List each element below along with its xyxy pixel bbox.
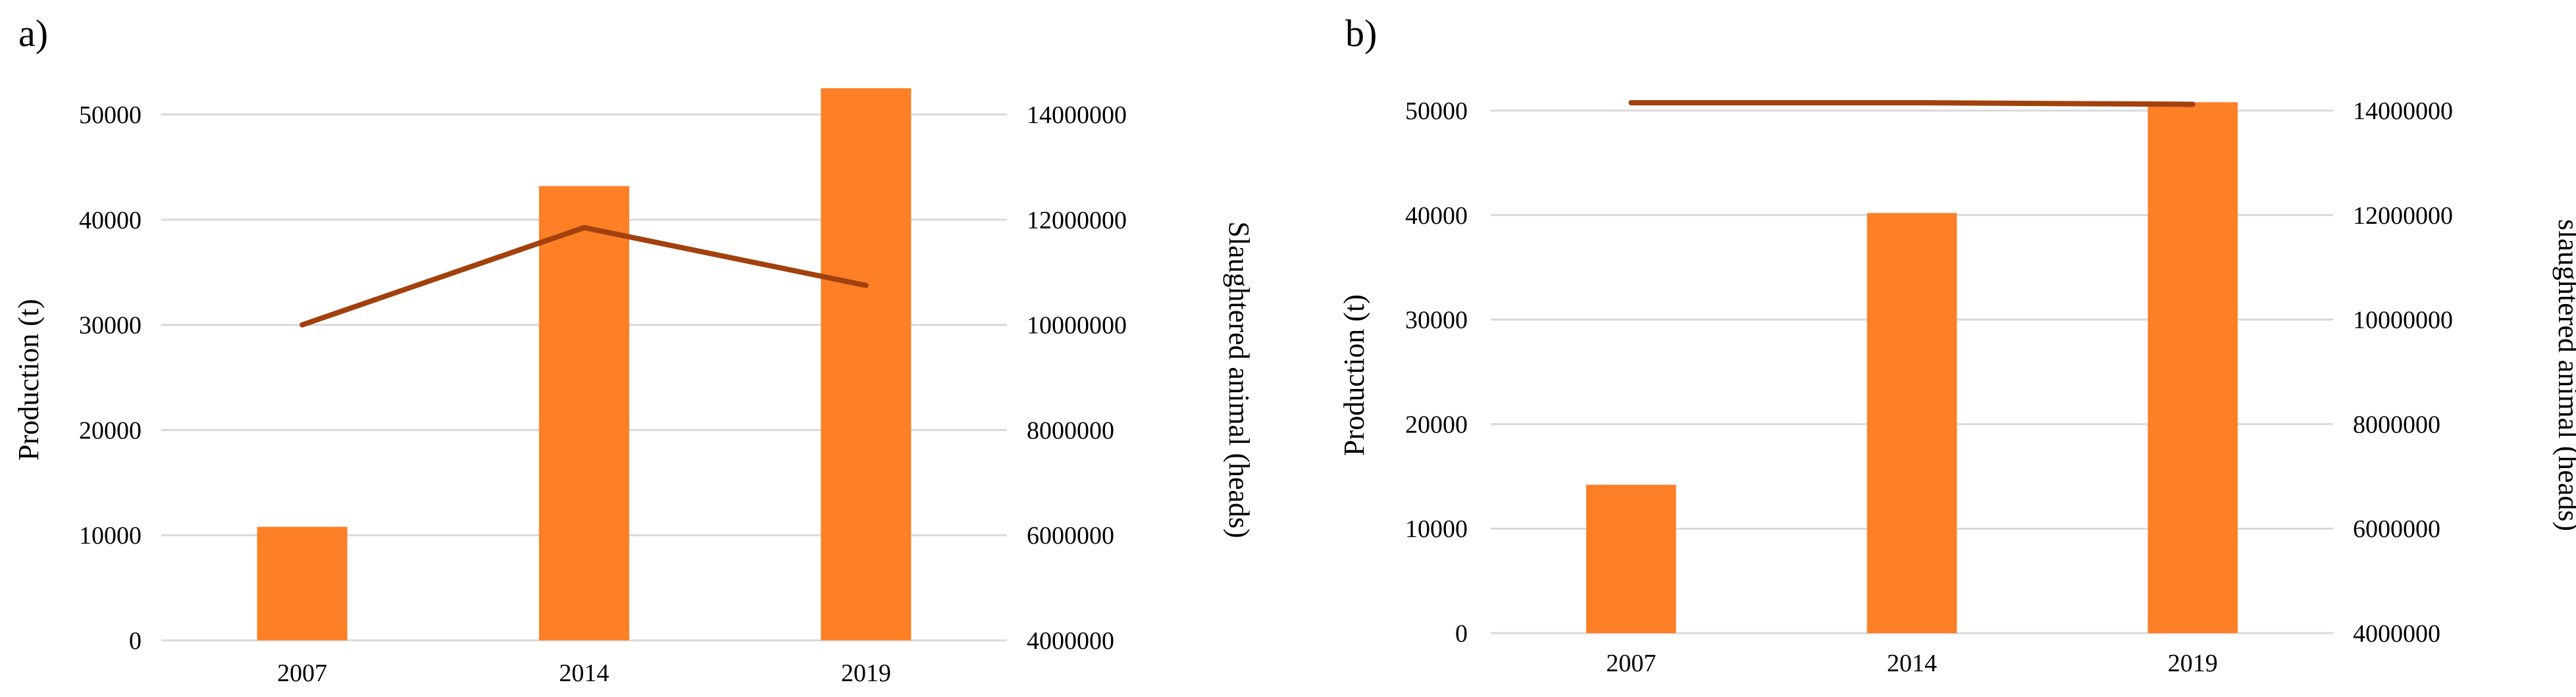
- slaughtered-line: [1628, 100, 2196, 107]
- y-axis-title-b: Production (t): [1338, 294, 1370, 456]
- line-series-a: [299, 224, 869, 328]
- x-tick-label: 2007: [277, 659, 327, 687]
- right-y-tick-label: 4000000: [1027, 627, 1114, 655]
- chart-panel-a: a) 0 10000 20000 30000 40000 50000 4000000 600…: [13, 12, 1255, 687]
- panel-label-b: b): [1345, 12, 1377, 55]
- right-axis-ticks-b: 4000000 6000000 8000000 10000000 12000000 140…: [2353, 97, 2453, 648]
- right-y-tick-label: 14000000: [1027, 101, 1127, 129]
- bar-2014: [1867, 213, 1957, 633]
- right-y-tick-label: 6000000: [1027, 522, 1114, 550]
- left-axis-ticks-a: 0 10000 20000 30000 40000 50000: [79, 101, 142, 655]
- x-axis-ticks-b: 2007 2014 2019: [1606, 650, 2217, 677]
- chart-panel-b: b) 0 10000 20000 30000 40000 50000 4000000 600…: [1338, 12, 2576, 677]
- y-tick-label: 30000: [79, 312, 142, 340]
- panel-label-a: a): [18, 12, 48, 55]
- y-tick-label: 20000: [1405, 411, 1468, 438]
- x-tick-label: 2014: [559, 659, 609, 687]
- bar-2019: [821, 88, 912, 641]
- bar-2007: [257, 527, 348, 640]
- right-axis-ticks-a: 4000000 6000000 8000000 10000000 12000000 140…: [1027, 101, 1127, 655]
- y-tick-label: 0: [1455, 620, 1468, 648]
- y-tick-label: 10000: [1405, 515, 1468, 543]
- x-tick-label: 2019: [2168, 650, 2218, 677]
- right-axis-title-b: slaughtered animal (heads): [2552, 219, 2576, 531]
- right-y-tick-label: 10000000: [1027, 312, 1127, 340]
- right-y-tick-label: 10000000: [2353, 307, 2453, 334]
- left-axis-ticks-b: 0 10000 20000 30000 40000 50000: [1405, 97, 1468, 648]
- right-y-tick-label: 12000000: [1027, 207, 1127, 234]
- y-tick-label: 50000: [79, 101, 142, 129]
- bars-b: [1586, 102, 2238, 633]
- slaughtered-line: [299, 224, 869, 328]
- bars-a: [257, 88, 912, 641]
- right-axis-title-a: Slaughtered animal (heads): [1223, 221, 1255, 538]
- bar-2007: [1586, 484, 1676, 633]
- y-tick-label: 10000: [79, 522, 142, 550]
- x-axis-ticks-a: 2007 2014 2019: [277, 659, 891, 687]
- x-tick-label: 2019: [841, 659, 891, 687]
- x-tick-label: 2007: [1606, 650, 1656, 677]
- right-y-tick-label: 8000000: [2353, 411, 2440, 438]
- bar-2019: [2148, 102, 2238, 633]
- right-y-tick-label: 4000000: [2353, 620, 2440, 648]
- x-tick-label: 2014: [1887, 650, 1937, 677]
- y-tick-label: 0: [129, 627, 142, 655]
- right-y-tick-label: 14000000: [2353, 97, 2453, 125]
- y-tick-label: 50000: [1405, 97, 1468, 125]
- y-tick-label: 20000: [79, 417, 142, 444]
- y-tick-label: 30000: [1405, 307, 1468, 334]
- y-tick-label: 40000: [79, 207, 142, 234]
- line-series-b: [1628, 100, 2196, 107]
- right-y-tick-label: 6000000: [2353, 515, 2440, 543]
- right-y-tick-label: 8000000: [1027, 417, 1114, 444]
- bar-2014: [538, 186, 630, 640]
- y-axis-title-a: Production (t): [13, 299, 45, 461]
- y-tick-label: 40000: [1405, 202, 1468, 230]
- right-y-tick-label: 12000000: [2353, 202, 2453, 230]
